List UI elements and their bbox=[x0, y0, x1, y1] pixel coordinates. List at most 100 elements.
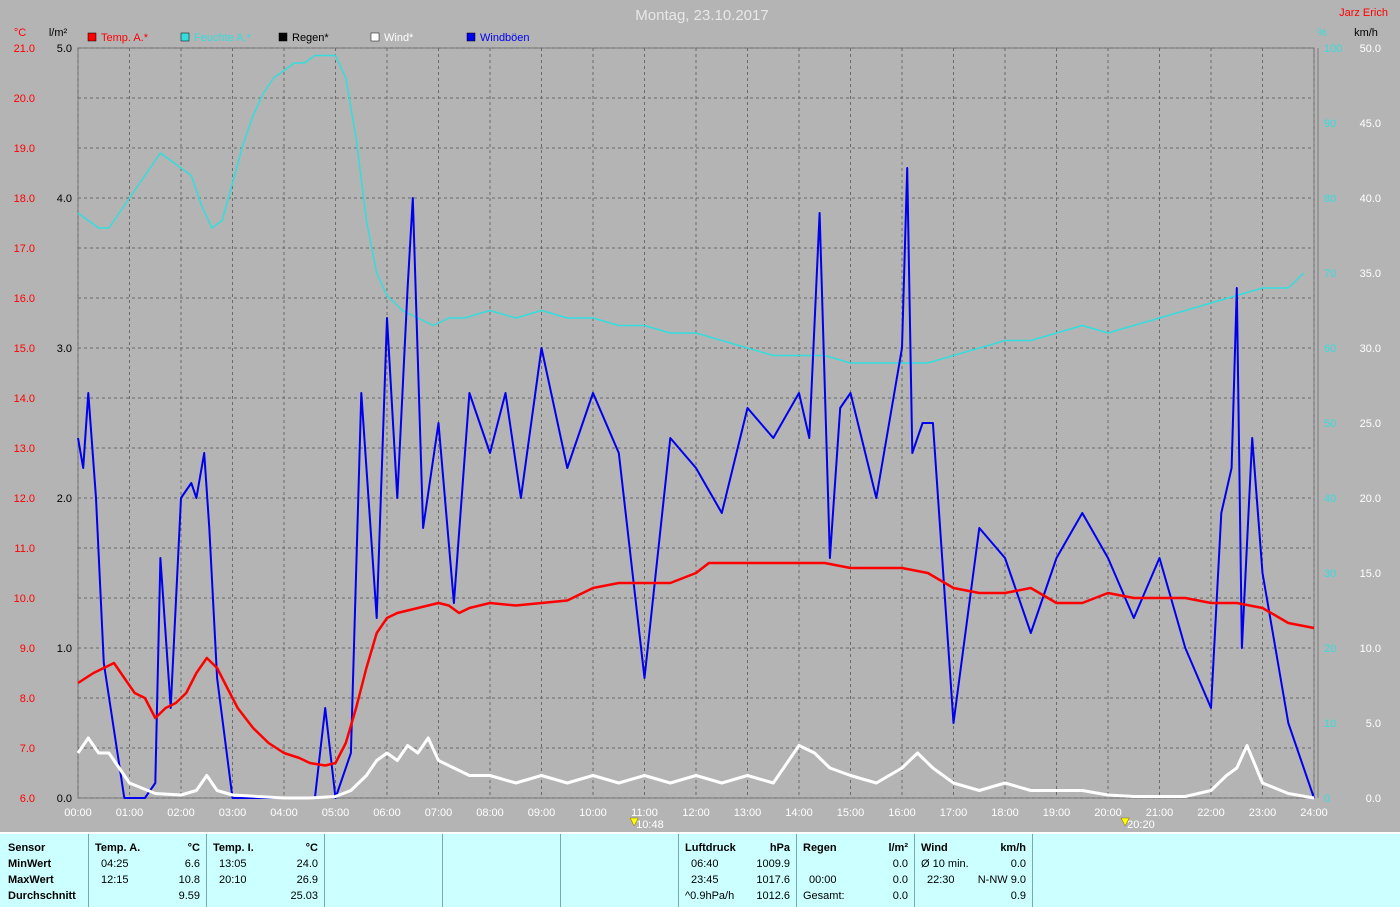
wind-tick-label: 15.0 bbox=[1360, 568, 1381, 580]
x-tick-label: 21:00 bbox=[1146, 807, 1174, 819]
temp-tick-label: 11.0 bbox=[14, 543, 35, 555]
temp-unit-label: °C bbox=[14, 27, 26, 39]
min-row-label: MinWert bbox=[8, 858, 52, 870]
wind-tick-label: 40.0 bbox=[1360, 193, 1381, 205]
chart-svg: Montag, 23.10.2017 Jarz Erich 21.0 20.0 19… bbox=[14, 7, 1388, 831]
x-tick-label: 16:00 bbox=[888, 807, 916, 819]
wind-avg-value: 0.0 bbox=[1010, 858, 1026, 870]
pressure-min-value: 1009.9 bbox=[756, 858, 790, 870]
temp-tick-label: 17.0 bbox=[14, 243, 35, 255]
sunrise-marker bbox=[629, 817, 639, 827]
chart-title: Montag, 23.10.2017 bbox=[635, 7, 768, 24]
x-tick-label: 08:00 bbox=[476, 807, 504, 819]
humidity-tick-label: 90 bbox=[1324, 118, 1336, 130]
pressure-column: Luftdruck hPa 06:40 1009.9 23:45 1017.6 … bbox=[678, 834, 796, 907]
rain-unit-label: l/m² bbox=[49, 27, 68, 39]
temp-tick-label: 18.0 bbox=[14, 193, 35, 205]
temp-tick-label: 20.0 bbox=[14, 93, 35, 105]
rain-time: 00:00 bbox=[809, 874, 837, 886]
temp-outside-avg-value: 9.59 bbox=[178, 890, 200, 902]
wind-max-value: N-NW 9.0 bbox=[977, 874, 1026, 886]
legend-label: Wind* bbox=[384, 32, 414, 44]
humidity-unit-label: % bbox=[1317, 27, 1327, 39]
x-tick-label: 12:00 bbox=[682, 807, 710, 819]
wind-column: Wind km/h Ø 10 min. 0.0 22:30 N-NW 9.0 0… bbox=[914, 834, 1032, 907]
wind-tick-label: 50.0 bbox=[1360, 43, 1381, 55]
rain-tick-label: 4.0 bbox=[57, 193, 72, 205]
temp-tick-label: 16.0 bbox=[14, 293, 35, 305]
sensor-header: Sensor bbox=[8, 842, 46, 854]
x-tick-label: 22:00 bbox=[1197, 807, 1225, 819]
wind-tick-label: 0.0 bbox=[1366, 793, 1381, 805]
legend-label: Feuchte A.* bbox=[194, 32, 252, 44]
max-row-label: MaxWert bbox=[8, 874, 54, 886]
wind-tick-label: 45.0 bbox=[1360, 118, 1381, 130]
empty-column-4 bbox=[1032, 834, 1400, 907]
rain-unit: l/m² bbox=[888, 842, 908, 854]
pressure-min-time: 06:40 bbox=[691, 858, 719, 870]
humidity-tick-label: 10 bbox=[1324, 718, 1336, 730]
sunset-time-label: 20:20 bbox=[1127, 819, 1155, 831]
x-tick-label: 18:00 bbox=[991, 807, 1019, 819]
x-tick-label: 00:00 bbox=[64, 807, 92, 819]
empty-column-1 bbox=[324, 834, 442, 907]
series-line-feuchte-a bbox=[77, 54, 1305, 364]
humidity-tick-label: 60 bbox=[1324, 343, 1336, 355]
legend-label: Temp. A.* bbox=[101, 32, 149, 44]
temp-inside-header: Temp. I. bbox=[213, 842, 254, 854]
temp-tick-label: 19.0 bbox=[14, 143, 35, 155]
x-tick-label: 04:00 bbox=[270, 807, 298, 819]
x-tick-label: 07:00 bbox=[425, 807, 453, 819]
x-tick-label: 23:00 bbox=[1249, 807, 1277, 819]
x-tick-label: 24:00 bbox=[1300, 807, 1328, 819]
humidity-tick-label: 70 bbox=[1324, 268, 1336, 280]
humidity-tick-label: 40 bbox=[1324, 493, 1336, 505]
humidity-tick-label: 0 bbox=[1324, 793, 1330, 805]
x-tick-label: 01:00 bbox=[116, 807, 144, 819]
empty-column-2 bbox=[442, 834, 560, 907]
x-tick-label: 03:00 bbox=[219, 807, 247, 819]
temp-outside-unit: °C bbox=[187, 842, 200, 854]
humidity-tick-label: 100 bbox=[1324, 43, 1342, 55]
wind-tick-label: 5.0 bbox=[1366, 718, 1381, 730]
x-tick-label: 19:00 bbox=[1043, 807, 1071, 819]
rain-tick-label: 1.0 bbox=[57, 643, 72, 655]
temp-tick-label: 15.0 bbox=[14, 343, 35, 355]
x-tick-label: 05:00 bbox=[322, 807, 350, 819]
temp-inside-max-time: 20:10 bbox=[219, 874, 247, 886]
temp-inside-column: Temp. I. °C 13:05 24.0 20:10 26.9 25.03 bbox=[206, 834, 324, 907]
rain-tick-label: 5.0 bbox=[57, 43, 72, 55]
rain-tick-label: 0.0 bbox=[57, 793, 72, 805]
temp-inside-max-value: 26.9 bbox=[296, 874, 318, 886]
temp-outside-max-time: 12:15 bbox=[101, 874, 129, 886]
wind-tick-label: 35.0 bbox=[1360, 268, 1381, 280]
rain-header: Regen bbox=[803, 842, 837, 854]
rain-hourly-value: 0.0 bbox=[892, 858, 908, 870]
x-tick-label: 13:00 bbox=[734, 807, 762, 819]
legend-swatch bbox=[466, 32, 476, 42]
pressure-trend: ^0.9hPa/h bbox=[685, 890, 735, 902]
wind-tick-label: 25.0 bbox=[1360, 418, 1381, 430]
temp-inside-min-time: 13:05 bbox=[219, 858, 247, 870]
rain-tick-label: 2.0 bbox=[57, 493, 72, 505]
wind-avg-label: Ø 10 min. bbox=[921, 858, 969, 870]
wind-header: Wind bbox=[921, 842, 948, 854]
x-tick-label: 02:00 bbox=[167, 807, 195, 819]
humidity-tick-label: 80 bbox=[1324, 193, 1336, 205]
wind-max-time: 22:30 bbox=[927, 874, 955, 886]
series-line-windb-en bbox=[77, 167, 1315, 799]
wind-unit: km/h bbox=[1000, 842, 1026, 854]
humidity-tick-label: 30 bbox=[1324, 568, 1336, 580]
x-tick-label: 09:00 bbox=[528, 807, 556, 819]
x-tick-label: 06:00 bbox=[373, 807, 401, 819]
sunrise-time-label: 10:48 bbox=[636, 819, 664, 831]
pressure-max-time: 23:45 bbox=[691, 874, 719, 886]
empty-column-3 bbox=[560, 834, 678, 907]
temp-tick-label: 9.0 bbox=[20, 643, 35, 655]
legend-label: Regen* bbox=[292, 32, 329, 44]
x-tick-label: 17:00 bbox=[940, 807, 968, 819]
temp-tick-label: 10.0 bbox=[14, 593, 35, 605]
legend-swatch bbox=[278, 32, 288, 42]
temp-outside-min-value: 6.6 bbox=[184, 858, 200, 870]
chart-author: Jarz Erich bbox=[1339, 7, 1388, 19]
